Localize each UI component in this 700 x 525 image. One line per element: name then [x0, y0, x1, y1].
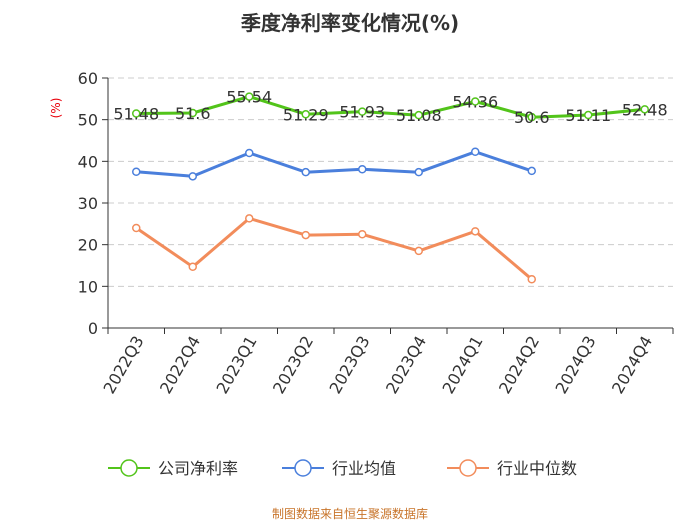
source-note: 制图数据来自恒生聚源数据库 — [272, 506, 428, 521]
data-point — [301, 110, 310, 119]
x-tick-label: 2024Q2 — [495, 333, 543, 397]
legend-label: 公司净利率 — [158, 459, 238, 478]
series-line-0 — [136, 95, 645, 119]
x-tick-label: 2024Q3 — [552, 333, 600, 397]
y-tick-label: 10 — [78, 277, 98, 296]
data-point — [358, 107, 367, 116]
data-point — [188, 108, 197, 118]
data-point — [640, 105, 649, 114]
y-tick-label: 60 — [78, 69, 98, 88]
data-point — [132, 109, 141, 118]
data-point — [358, 230, 367, 239]
y-axis-label: (%) — [49, 98, 63, 119]
data-point — [301, 167, 310, 177]
data-label: 54.36 — [452, 93, 498, 112]
x-tick-label: 2023Q2 — [269, 333, 317, 397]
data-labels: 51.48 51.6 55.54 51.29 51.93 51.08 54.36 50.6 51… — [113, 88, 667, 128]
x-tick-label: 2024Q1 — [439, 333, 487, 397]
data-label: 51.93 — [339, 103, 385, 122]
legend-marker — [294, 459, 312, 477]
y-tick-label: 0 — [88, 319, 98, 338]
legend: 公司净利率 行业均值 行业中位数 — [108, 459, 577, 478]
data-point — [132, 223, 141, 233]
data-point — [527, 166, 536, 176]
y-axis: 0 10 20 30 40 50 60 — [78, 69, 109, 338]
data-point — [188, 262, 197, 271]
data-point — [245, 148, 254, 158]
data-label: 51.6 — [175, 104, 211, 123]
data-label: 51.48 — [113, 105, 159, 124]
legend-marker — [120, 459, 138, 477]
data-point — [414, 167, 423, 177]
data-label: 50.6 — [514, 108, 550, 127]
data-point — [245, 214, 254, 223]
data-point — [584, 110, 593, 120]
y-tick-label: 20 — [78, 236, 98, 255]
y-tick-label: 40 — [78, 152, 98, 171]
data-point — [471, 97, 480, 106]
series-layer — [132, 92, 649, 284]
data-label: 51.08 — [396, 106, 442, 125]
data-point — [358, 165, 367, 174]
x-tick-label: 2023Q1 — [213, 333, 261, 397]
data-label: 55.54 — [226, 88, 272, 107]
y-tick-label: 30 — [78, 194, 98, 213]
x-tick-label: 2022Q3 — [100, 333, 148, 397]
data-point — [471, 147, 480, 156]
data-point — [527, 112, 536, 122]
legend-label: 行业均值 — [332, 459, 396, 478]
grid-lines — [108, 77, 673, 287]
data-point — [301, 230, 310, 240]
data-label: 51.11 — [565, 106, 611, 125]
data-point — [188, 172, 197, 181]
data-label: 52.48 — [622, 100, 668, 119]
data-point — [414, 246, 423, 256]
data-point — [471, 227, 480, 236]
x-tick-label: 2023Q4 — [382, 333, 430, 397]
data-point — [527, 275, 536, 284]
data-point — [245, 92, 254, 101]
x-tick-label: 2024Q4 — [608, 333, 656, 397]
legend-marker — [459, 459, 477, 477]
data-label: 51.29 — [283, 105, 329, 124]
x-axis: 2022Q3 2022Q4 2023Q1 2023Q2 2023Q3 2023Q4 2024… — [100, 327, 674, 397]
y-tick-label: 50 — [78, 111, 98, 130]
x-tick-label: 2023Q3 — [326, 333, 374, 397]
data-point — [414, 110, 423, 120]
x-tick-label: 2022Q4 — [156, 333, 204, 397]
chart-title: 季度净利率变化情况(%) — [240, 11, 459, 35]
series-line-1 — [136, 150, 533, 178]
series-line-2 — [135, 216, 533, 281]
data-point — [132, 167, 141, 176]
legend-label: 行业中位数 — [497, 459, 577, 478]
